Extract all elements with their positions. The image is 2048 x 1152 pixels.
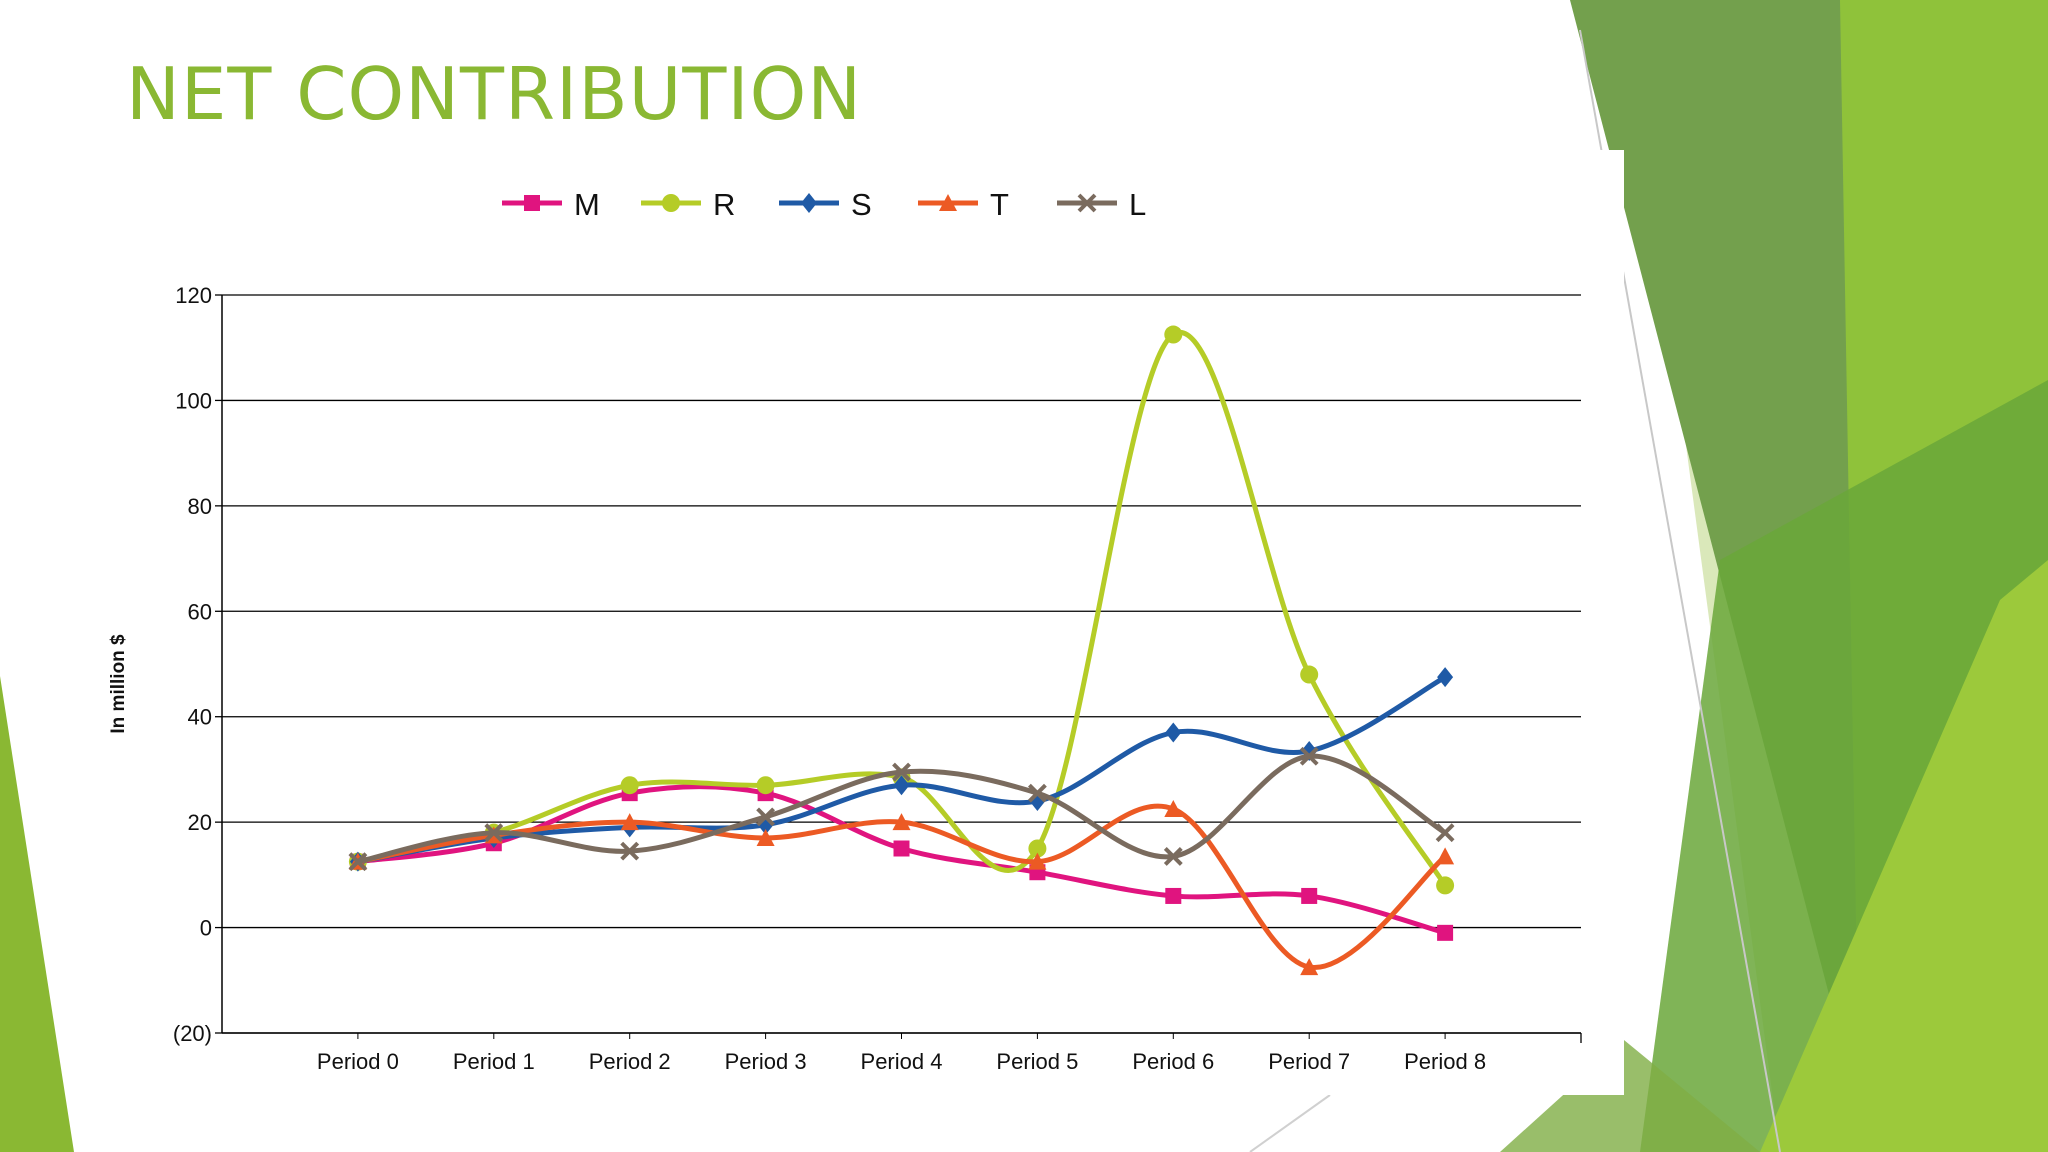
series-m — [349, 784, 1454, 941]
data-point-m — [1165, 887, 1182, 904]
legend-item-m: M — [502, 187, 600, 222]
legend-marker-l — [1077, 193, 1097, 213]
data-point-r — [620, 776, 639, 795]
data-point-l — [892, 762, 911, 782]
series-r — [348, 325, 1455, 895]
line-chart: 120 100 80 60 40 20 0 (20) Period 0 Period 1 Perio… — [108, 187, 1582, 1074]
data-point-t — [892, 813, 911, 831]
data-point-t — [620, 813, 639, 831]
data-point-l — [348, 852, 368, 872]
legend-item-r: R — [641, 187, 735, 222]
legend-label-l: L — [1129, 187, 1146, 222]
data-point-s — [1437, 667, 1454, 688]
legend-item-s: S — [779, 187, 872, 222]
data-point-t — [756, 828, 775, 846]
data-point-m — [1301, 887, 1318, 904]
series-line-l — [355, 753, 1448, 865]
slide-title: NET CONTRIBUTION — [126, 52, 863, 136]
y-tick-label: 100 — [175, 388, 212, 413]
legend-marker-s — [801, 193, 817, 213]
y-tick-label: 60 — [188, 599, 212, 624]
y-tick-label: 0 — [200, 916, 212, 941]
x-tick-label: Period 3 — [725, 1049, 807, 1074]
data-point-r — [1028, 839, 1047, 858]
legend-marker-r — [662, 194, 680, 212]
data-point-l — [756, 807, 776, 827]
data-point-l-stroke — [892, 762, 911, 782]
legend-label-m: M — [574, 187, 600, 222]
data-point-r — [1164, 325, 1183, 344]
data-point-s — [893, 775, 910, 796]
legend-label-s: S — [851, 187, 872, 222]
x-tick-label: Period 6 — [1132, 1049, 1214, 1074]
y-tick-label: 120 — [175, 283, 212, 308]
data-point-l-stroke — [756, 807, 776, 827]
data-point-t — [1164, 799, 1183, 817]
legend-label-r: R — [713, 187, 735, 222]
data-point-l-stroke — [1163, 846, 1183, 866]
data-point-t — [1436, 847, 1455, 865]
x-tick-label: Period 1 — [453, 1049, 535, 1074]
x-tick-label: Period 0 — [317, 1049, 399, 1074]
data-point-t — [1300, 958, 1319, 976]
data-point-l — [484, 823, 504, 843]
series-line-t — [355, 803, 1448, 970]
data-point-l — [1027, 783, 1047, 803]
legend-marker-m — [524, 195, 540, 211]
data-point-l — [620, 841, 640, 861]
data-point-l-stroke — [348, 852, 368, 872]
x-tick-label: Period 2 — [589, 1049, 671, 1074]
data-point-l-stroke — [620, 841, 640, 861]
series-line-r — [355, 330, 1448, 888]
x-tick-label: Period 7 — [1268, 1049, 1350, 1074]
y-tick-label: 40 — [188, 705, 212, 730]
y-axis-label: In million $ — [108, 634, 129, 734]
y-tick-label: 80 — [188, 494, 212, 519]
bg-thin-line-2 — [1249, 1094, 1331, 1152]
series-line-m — [355, 784, 1448, 936]
data-point-l — [1299, 746, 1319, 766]
data-point-l-stroke — [1027, 783, 1047, 803]
data-point-s — [1165, 722, 1182, 743]
data-point-r — [756, 776, 775, 795]
chart-panel: 120 100 80 60 40 20 0 (20) Period 0 Period 1 Perio… — [96, 150, 1624, 1095]
legend-label-t: T — [990, 187, 1009, 222]
bg-shard-bottom — [1500, 1040, 1760, 1152]
data-point-l-stroke — [1299, 746, 1319, 766]
x-tick-label: Period 8 — [1404, 1049, 1486, 1074]
x-tick-label: Period 4 — [861, 1049, 943, 1074]
data-point-l-stroke — [1435, 823, 1455, 843]
data-point-l-stroke — [484, 823, 504, 843]
y-tick-label: 20 — [188, 810, 212, 835]
series-l — [348, 746, 1455, 872]
data-point-m — [893, 840, 910, 857]
data-point-t — [1028, 852, 1047, 870]
bg-shard-left — [0, 676, 74, 1152]
legend-marker-l-stroke — [1077, 193, 1097, 213]
data-point-r — [1300, 665, 1319, 684]
data-point-r — [1436, 876, 1455, 895]
y-tick-label: (20) — [173, 1021, 212, 1046]
legend-item-t: T — [918, 187, 1009, 222]
bg-shard-right-bright — [1760, 560, 2048, 1152]
legend-marker-t — [939, 194, 957, 211]
data-point-m — [1437, 924, 1454, 941]
legend-item-l: L — [1057, 187, 1146, 222]
x-tick-label: Period 5 — [996, 1049, 1078, 1074]
data-point-l — [1163, 846, 1183, 866]
data-point-l — [1435, 823, 1455, 843]
